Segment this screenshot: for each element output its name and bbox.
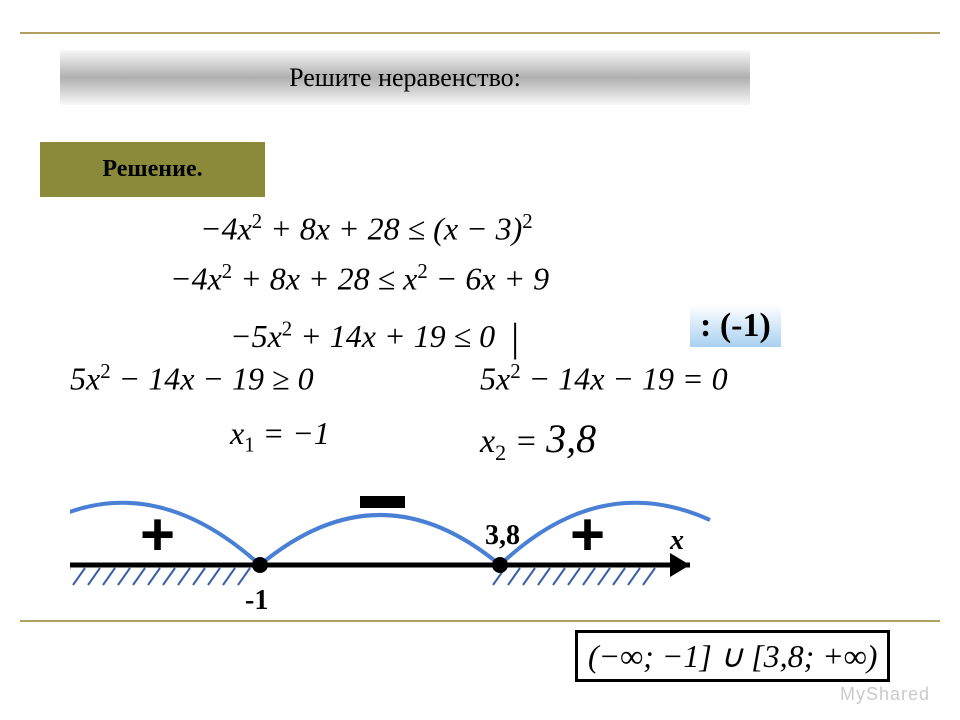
answer-text: (−∞; −1] ∪ [3,8; +∞) [588,638,877,674]
title-bar: Решите неравенство: [60,50,750,105]
sign-plus-left: + [140,500,175,569]
eq-line-1: −4x2 + 8x + 28 ≤ (x − 3)2 [200,210,533,248]
solution-label: Решение. [40,142,265,197]
divide-text: : (-1) [700,307,771,344]
point-label-1: -1 [245,585,268,617]
eq-line-4a: 5x2 − 14x − 19 ≥ 0 [70,360,314,398]
solution-text: Решение. [102,156,202,183]
point-label-2: 3,8 [485,520,520,552]
sign-minus [360,496,405,508]
root-2: x2 = 3,8 [480,415,596,466]
axis-label-x: x [670,525,684,557]
eq-line-2: −4x2 + 8x + 28 ≤ x2 − 6x + 9 [170,260,549,298]
divide-label: : (-1) [690,305,781,347]
sign-plus-right: + [570,500,605,569]
title-text: Решите неравенство: [289,63,521,93]
number-line: + + -1 3,8 x [70,490,720,630]
root-1: x1 = −1 [230,415,330,457]
watermark: MyShared [840,684,930,705]
top-rule [20,32,940,34]
eq-line-4b: 5x2 − 14x − 19 = 0 [480,360,728,398]
answer-box: (−∞; −1] ∪ [3,8; +∞) [575,630,890,682]
eq-line-3: −5x2 + 14x + 19 ≤ 0 | [230,310,519,357]
